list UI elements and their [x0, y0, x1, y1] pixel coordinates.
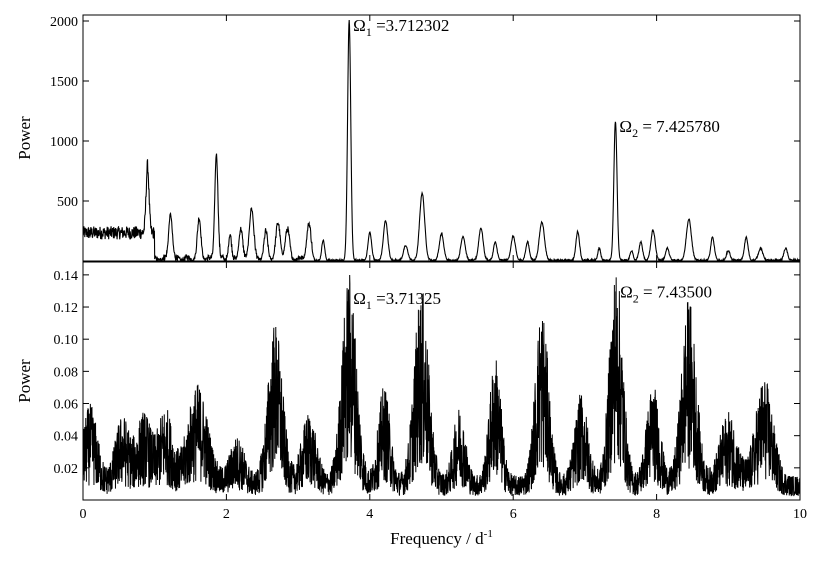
peak-annotation-2: Ω2 = 7.425780	[619, 117, 719, 140]
annotation-value: = 7.43500	[639, 283, 712, 302]
x-axis-label: Frequency / d-1	[390, 528, 493, 548]
top-series-line	[82, 19, 801, 263]
top-series-path	[82, 19, 801, 263]
top-y-axis: 500 1000 1500 2000	[50, 15, 800, 210]
y-tick-label: 1500	[50, 75, 78, 90]
annotation-value: =3.71325	[372, 289, 441, 308]
annotation-value: = 7.425780	[638, 117, 720, 136]
y-tick-label: 0.02	[54, 462, 79, 477]
annotation-value: =3.712302	[372, 16, 450, 35]
bottom-y-axis-label: Power	[15, 359, 34, 403]
peak-annotation-1: Ω1 =3.71325	[353, 289, 441, 312]
annotation-subscript: 2	[633, 292, 639, 306]
peak-annotation-2: Ω2 = 7.43500	[620, 283, 712, 306]
x-tick-label: 6	[510, 507, 517, 522]
annotation-symbol: Ω	[353, 289, 366, 308]
y-tick-label: 0.14	[54, 269, 79, 284]
annotation-symbol: Ω	[353, 16, 366, 35]
top-x-ticks	[82, 15, 801, 261]
y-tick-label: 0.06	[54, 398, 79, 413]
x-tick-label: 8	[653, 507, 660, 522]
x-axis-label-text: Frequency / d	[390, 529, 484, 548]
annotation-symbol: Ω	[619, 117, 632, 136]
annotation-symbol: Ω	[620, 283, 633, 302]
x-tick-label: 4	[366, 507, 373, 522]
bottom-annotations: Ω1 =3.71325 Ω2 = 7.43500	[353, 283, 712, 312]
annotation-subscript: 2	[632, 126, 638, 140]
bottom-series-line	[82, 274, 801, 497]
bottom-series-path	[82, 274, 801, 497]
top-y-axis-label: Power	[15, 116, 34, 160]
y-tick-label: 0.08	[54, 365, 79, 380]
y-tick-label: 0.10	[54, 333, 79, 348]
annotation-subscript: 1	[366, 25, 372, 39]
y-tick-label: 0.04	[54, 430, 79, 445]
annotation-subscript: 1	[366, 298, 372, 312]
y-tick-label: 0.12	[54, 301, 79, 316]
bottom-y-axis: 0.02 0.04 0.06 0.08 0.10 0.12 0.14	[54, 269, 800, 477]
peak-annotation-1: Ω1 =3.712302	[353, 16, 449, 39]
y-tick-label: 500	[57, 195, 78, 210]
x-axis-label-superscript: -1	[484, 528, 493, 540]
x-tick-label: 0	[80, 507, 87, 522]
x-tick-label: 10	[793, 507, 807, 522]
bottom-plot-frame	[82, 261, 801, 501]
top-plot-frame	[82, 14, 801, 262]
y-tick-label: 2000	[50, 15, 78, 30]
bottom-panel: 0.02 0.04 0.06 0.08 0.10 0.12 0.14 0 2 4 6 8 10 Ω1 …	[15, 261, 807, 548]
y-tick-label: 1000	[50, 135, 78, 150]
x-tick-label: 2	[223, 507, 230, 522]
